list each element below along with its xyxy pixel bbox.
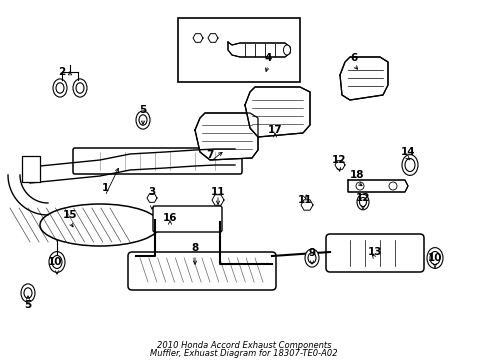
FancyBboxPatch shape: [153, 206, 222, 232]
Text: 5: 5: [139, 105, 146, 115]
Polygon shape: [347, 180, 407, 192]
Ellipse shape: [355, 182, 363, 190]
Text: 8: 8: [191, 243, 198, 253]
Ellipse shape: [359, 197, 366, 207]
Bar: [178, 18, 299, 82]
Ellipse shape: [426, 248, 442, 269]
Text: 5: 5: [24, 300, 32, 310]
Text: 10: 10: [48, 257, 62, 267]
Ellipse shape: [356, 194, 368, 210]
Ellipse shape: [56, 83, 64, 93]
Polygon shape: [227, 42, 289, 57]
Text: 1: 1: [101, 183, 108, 193]
Text: 12: 12: [355, 193, 369, 203]
Text: 16: 16: [163, 213, 177, 223]
Text: 18: 18: [349, 170, 364, 180]
Text: 11: 11: [297, 195, 312, 205]
Ellipse shape: [388, 182, 396, 190]
FancyBboxPatch shape: [73, 148, 242, 174]
Text: 3: 3: [148, 187, 155, 197]
Ellipse shape: [307, 253, 315, 263]
Ellipse shape: [401, 154, 417, 175]
Text: 14: 14: [400, 147, 414, 157]
Ellipse shape: [21, 284, 35, 302]
Text: 7: 7: [206, 150, 213, 160]
Text: 15: 15: [62, 210, 77, 220]
Polygon shape: [339, 57, 387, 100]
FancyBboxPatch shape: [128, 252, 275, 290]
Ellipse shape: [53, 79, 67, 97]
Polygon shape: [195, 113, 258, 160]
Polygon shape: [244, 87, 309, 137]
Ellipse shape: [49, 252, 65, 273]
Text: 10: 10: [427, 253, 441, 263]
Ellipse shape: [40, 204, 160, 246]
Ellipse shape: [136, 111, 150, 129]
Text: 12: 12: [331, 155, 346, 165]
Text: 4: 4: [264, 53, 271, 63]
Ellipse shape: [73, 79, 87, 97]
Text: 17: 17: [267, 125, 282, 135]
Text: 13: 13: [367, 247, 382, 257]
Text: 6: 6: [350, 53, 357, 63]
Text: 9: 9: [308, 248, 315, 258]
Ellipse shape: [24, 288, 32, 298]
Text: 11: 11: [210, 187, 225, 197]
Ellipse shape: [305, 249, 318, 267]
Ellipse shape: [52, 256, 62, 269]
Text: 2010 Honda Accord Exhaust Components: 2010 Honda Accord Exhaust Components: [157, 341, 330, 350]
Ellipse shape: [76, 83, 84, 93]
Text: 2: 2: [58, 67, 65, 77]
Bar: [22, 156, 40, 182]
FancyBboxPatch shape: [325, 234, 423, 272]
Text: Muffler, Exhuast Diagram for 18307-TE0-A02: Muffler, Exhuast Diagram for 18307-TE0-A…: [150, 348, 337, 357]
Ellipse shape: [283, 45, 290, 55]
Ellipse shape: [429, 252, 439, 265]
Ellipse shape: [139, 115, 147, 125]
Ellipse shape: [404, 158, 414, 171]
